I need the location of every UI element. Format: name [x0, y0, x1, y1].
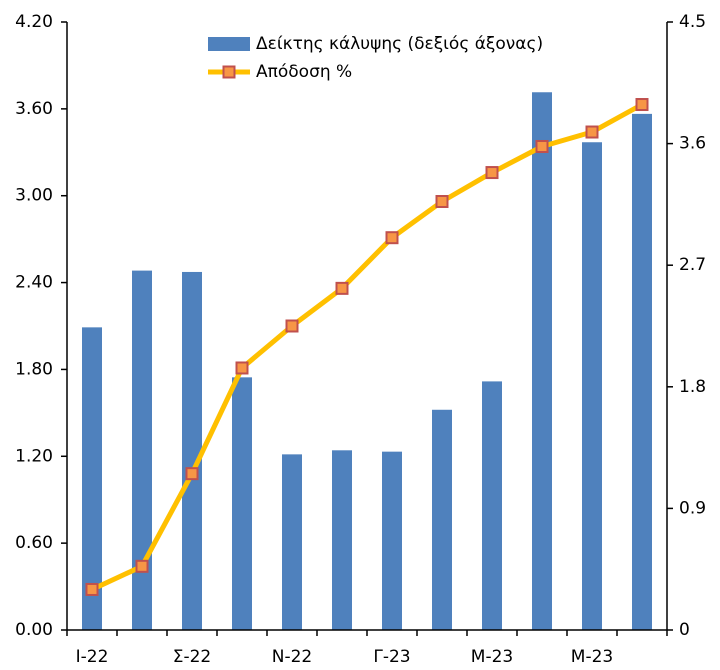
- y2-tick-label: 0: [679, 620, 690, 640]
- marker: [185, 467, 199, 481]
- y2-tick-label: 0.9: [679, 498, 706, 518]
- y2-tick-label: 1.8: [679, 377, 706, 397]
- bar: [232, 377, 252, 630]
- legend-swatch: [208, 37, 250, 51]
- bar: [632, 113, 652, 631]
- bar: [182, 271, 202, 630]
- y2-tick-label: 2.7: [679, 255, 706, 275]
- y-tick-label: 3.00: [15, 186, 53, 206]
- y-tick-label: 4.20: [15, 12, 53, 32]
- legend-label: Δείκτης κάλυψης (δεξιός άξονας): [256, 34, 543, 54]
- bar: [382, 451, 402, 630]
- marker: [635, 98, 649, 112]
- x-tick-label: Ν-22: [272, 647, 312, 666]
- bar: [82, 327, 102, 630]
- marker: [135, 559, 149, 573]
- bar: [482, 381, 502, 630]
- marker: [285, 319, 299, 333]
- legend-label: Απόδοση %: [256, 62, 352, 82]
- y-tick-label: 1.80: [15, 359, 53, 379]
- legend-marker: [222, 65, 236, 79]
- marker: [485, 166, 499, 180]
- y-tick-label: 0.00: [15, 620, 53, 640]
- y2-tick-label: 3.6: [679, 134, 706, 154]
- x-tick-label: Μ-23: [471, 647, 513, 666]
- y-tick-label: 2.40: [15, 273, 53, 293]
- x-tick-label: Μ-23: [571, 647, 613, 666]
- bar: [432, 409, 452, 630]
- line: [90, 102, 644, 592]
- y-tick-label: 0.60: [15, 533, 53, 553]
- marker: [435, 195, 449, 209]
- bar: [332, 450, 352, 630]
- y2-tick-label: 4.5: [679, 12, 706, 32]
- marker: [585, 125, 599, 139]
- marker: [335, 281, 349, 295]
- marker: [235, 361, 249, 375]
- y-tick-label: 1.20: [15, 446, 53, 466]
- y-tick-label: 3.60: [15, 99, 53, 119]
- bar: [532, 92, 552, 631]
- marker: [85, 582, 99, 596]
- bar: [132, 270, 152, 630]
- marker: [385, 231, 399, 245]
- x-tick-label: Σ-22: [173, 647, 212, 666]
- x-tick-label: Γ-23: [373, 647, 410, 666]
- marker: [535, 139, 549, 153]
- bar: [582, 142, 602, 630]
- bar: [282, 454, 302, 630]
- x-tick-label: Ι-22: [76, 647, 109, 666]
